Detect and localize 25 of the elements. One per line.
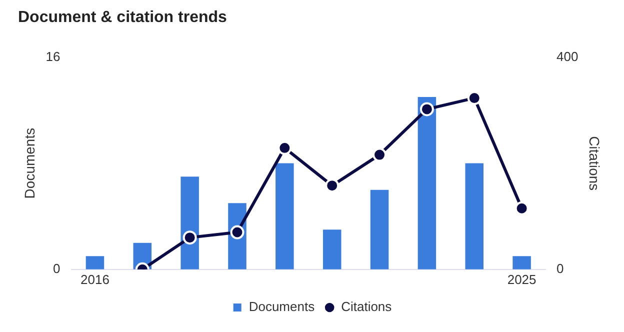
y2-axis-title: Citations — [586, 136, 603, 191]
legend-label: Documents — [248, 299, 316, 314]
chart-title: Document & citation trends — [18, 9, 228, 26]
point — [278, 140, 292, 155]
bar — [512, 256, 531, 270]
y2-tick-label: 0 — [556, 260, 564, 276]
bar — [418, 96, 436, 270]
bar — [322, 230, 342, 270]
point — [420, 102, 434, 116]
y2-tick-label: 400 — [556, 48, 578, 64]
bar — [465, 163, 484, 270]
point — [467, 91, 482, 106]
x-tick-label: 2025 — [507, 272, 536, 287]
y-tick-label: 16 — [46, 48, 60, 64]
point — [182, 230, 197, 245]
point — [325, 178, 340, 193]
legend-label: Citations — [341, 299, 392, 314]
point — [372, 148, 387, 162]
bar — [86, 256, 104, 270]
y-axis-title: Documents — [21, 128, 38, 199]
point — [514, 201, 529, 216]
bar — [370, 190, 389, 270]
point — [230, 225, 244, 240]
bar — [276, 163, 294, 270]
x-tick-label: 2016 — [80, 272, 110, 287]
